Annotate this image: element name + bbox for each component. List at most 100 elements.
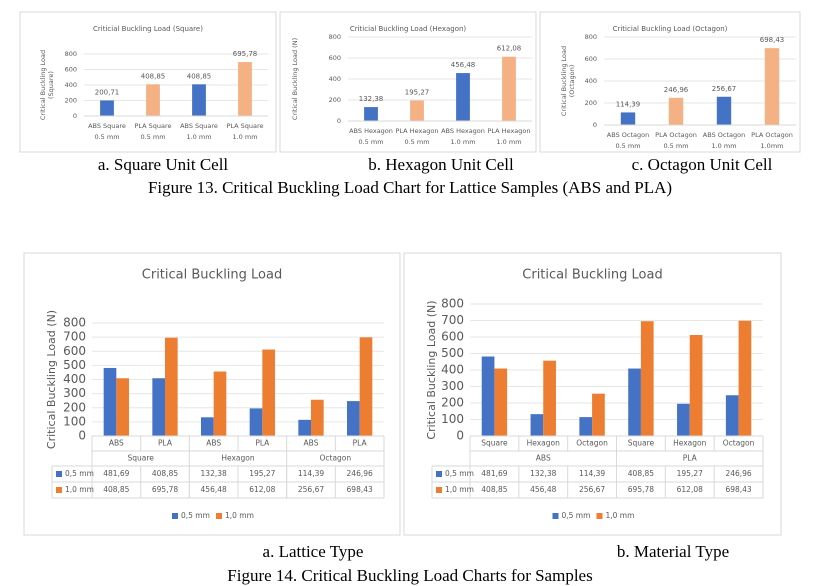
x-tick-label: ABS — [304, 439, 319, 448]
y-tick-label: 600 — [585, 55, 597, 63]
bar — [201, 417, 214, 436]
bar — [262, 349, 275, 436]
table-cell: 612,08 — [677, 485, 703, 494]
x-tick-label: PLA — [158, 439, 173, 448]
y-tick-label: 400 — [441, 363, 464, 377]
bar — [543, 360, 556, 436]
table-cell: 132,38 — [530, 469, 556, 478]
legend-key — [436, 487, 442, 493]
x-tick-label: 0.5 mm — [94, 133, 119, 141]
x-tick-label: 0.5 mm — [663, 142, 688, 150]
bar — [764, 48, 780, 125]
y-tick-label: 800 — [329, 33, 341, 41]
y-axis-label: Critical Buckling Load (N) — [45, 310, 58, 449]
data-label: 695,78 — [233, 50, 258, 58]
table-cell: 246,96 — [347, 469, 373, 478]
legend-label: 1,0 mm — [225, 511, 254, 520]
x-tick-label: 0.5 mm — [615, 142, 640, 150]
legend-label: 0,5 mm — [181, 511, 210, 520]
x-tick-label: PLA Octagon — [751, 131, 793, 139]
legend-key — [436, 471, 442, 477]
bar — [359, 337, 373, 436]
x-tick-label: 0.5 mm — [358, 138, 383, 146]
y-tick-label: 800 — [63, 316, 86, 330]
x-tick-label: PLA Square — [226, 122, 263, 130]
legend-key — [172, 513, 178, 519]
table-cell: 256,67 — [579, 485, 605, 494]
y-tick-label: 200 — [329, 96, 341, 104]
bar — [249, 408, 263, 436]
x-tick-label: Square — [628, 439, 655, 448]
bar — [116, 378, 129, 436]
bar — [410, 100, 424, 121]
y-tick-label: 400 — [65, 81, 77, 89]
y-tick-label: 800 — [65, 50, 77, 58]
bar — [689, 335, 703, 436]
x-tick-label: ABS Octagon — [607, 131, 649, 139]
table-cell: 612,08 — [249, 485, 275, 494]
bar — [298, 419, 311, 436]
data-label: 256,67 — [712, 85, 737, 93]
y-tick-label: 600 — [329, 54, 341, 62]
table-row-label: 1,0 mm — [65, 485, 94, 494]
table-cell: 481,69 — [103, 469, 129, 478]
caption: c. Octagon Unit Cell — [632, 155, 773, 174]
group-label: Octagon — [319, 454, 351, 463]
x-tick-label: 1.0 mm — [711, 142, 736, 150]
table-cell: 256,67 — [298, 485, 324, 494]
bar — [716, 96, 732, 125]
y-tick-label: 0 — [456, 429, 464, 443]
y-axis-label: (Octagon) — [568, 65, 576, 98]
legend-key — [552, 513, 559, 519]
bar — [725, 395, 739, 436]
group-label: Hexagon — [221, 454, 255, 463]
x-tick-label: 0.5 mm — [404, 138, 429, 146]
y-tick-label: 300 — [63, 386, 86, 400]
bar — [677, 403, 690, 436]
y-tick-label: 400 — [63, 372, 86, 386]
bar — [640, 321, 654, 436]
table-cell: 481,69 — [481, 469, 507, 478]
y-tick-label: 0 — [337, 117, 341, 125]
legend-label: 1,0 mm — [606, 511, 635, 520]
y-axis-label: (Square) — [47, 71, 55, 99]
y-tick-label: 300 — [441, 379, 464, 393]
group-label: ABS — [536, 454, 551, 463]
bar — [738, 320, 752, 436]
chart-frame — [539, 11, 801, 153]
legend-label: 0,5 mm — [562, 511, 591, 520]
data-label: 195,27 — [405, 88, 430, 96]
bar — [628, 368, 641, 436]
data-label: 456,48 — [451, 61, 476, 69]
y-tick-label: 400 — [329, 75, 341, 83]
y-tick-label: 200 — [63, 400, 86, 414]
bar — [213, 371, 227, 436]
bar — [579, 417, 593, 436]
bar — [620, 112, 636, 125]
y-tick-label: 700 — [441, 313, 464, 327]
bar — [502, 56, 516, 122]
caption: b. Hexagon Unit Cell — [368, 155, 514, 174]
chart-title: Critical Buckling Load — [522, 268, 662, 283]
bar — [530, 414, 544, 436]
data-label: 408,85 — [141, 72, 166, 80]
y-tick-label: 800 — [441, 297, 464, 311]
x-tick-label: PLA — [255, 439, 270, 448]
x-tick-label: Hexagon — [673, 439, 707, 448]
table-cell: 408,85 — [152, 469, 178, 478]
table-cell: 698,43 — [347, 485, 373, 494]
data-label: 114,39 — [616, 100, 641, 108]
y-tick-label: 0 — [73, 112, 77, 120]
table-row-label: 0,5 mm — [65, 469, 94, 478]
table-cell: 114,39 — [298, 469, 324, 478]
y-tick-label: 0 — [593, 121, 597, 129]
table-cell: 456,48 — [530, 485, 556, 494]
bar — [152, 378, 165, 436]
legend-key — [596, 513, 603, 519]
x-tick-label: 1.0 mm — [232, 133, 257, 141]
y-tick-label: 600 — [65, 66, 77, 74]
table-cell: 456,48 — [201, 485, 227, 494]
x-tick-label: ABS Square — [180, 122, 218, 130]
chart-frame — [19, 11, 277, 153]
